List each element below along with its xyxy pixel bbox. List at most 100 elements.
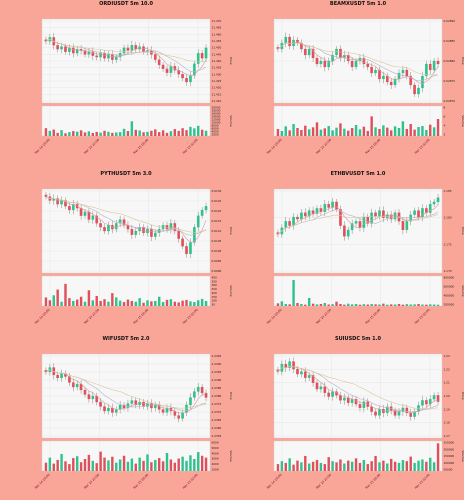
volume-bar — [169, 459, 173, 471]
chart-title: PYTHUSDT 5m 3.0 — [100, 171, 152, 177]
candle-body — [327, 392, 331, 397]
volume-bar — [386, 463, 389, 471]
candle-body — [323, 60, 327, 68]
volume-bar — [134, 463, 137, 471]
volume-bar — [354, 304, 358, 306]
volume-bar — [307, 298, 311, 306]
volume-bar — [154, 301, 157, 306]
volume-bar — [111, 132, 114, 136]
price-tick-label: 11.430 — [212, 72, 222, 76]
volume-bar — [60, 301, 63, 306]
volume-bar — [157, 132, 161, 136]
candle-body — [165, 68, 169, 73]
volume-bar — [99, 132, 102, 136]
candle-body — [122, 404, 126, 409]
volume-bar — [319, 304, 323, 306]
volume-bar — [79, 296, 83, 306]
volume-bar — [126, 299, 130, 306]
price-tick-label: 11.415 — [212, 92, 222, 96]
candle-body — [130, 228, 134, 235]
volume-bar — [429, 124, 432, 136]
volume-bar — [150, 301, 153, 306]
volume-bar — [52, 463, 55, 471]
volume-bar — [331, 304, 334, 306]
volume-bar — [146, 131, 149, 136]
candle-body — [181, 74, 184, 79]
candle-body — [409, 75, 413, 86]
x-tick-label: Mar 15 02:00 — [414, 138, 431, 155]
volume-bar — [296, 460, 299, 471]
candle-body — [421, 75, 424, 89]
candle-body — [181, 238, 184, 247]
volume-bar — [347, 303, 350, 306]
candle-body — [374, 212, 377, 217]
volume-plot-area — [273, 440, 443, 472]
volume-bar — [323, 128, 327, 136]
volume-bar — [72, 131, 75, 136]
candle-body — [99, 53, 102, 58]
candle-body — [91, 51, 95, 56]
x-tick-label: Mar 14 22:00 — [83, 138, 100, 155]
candle-body — [346, 229, 350, 237]
volume-bar — [142, 302, 145, 306]
candle-body — [68, 376, 71, 383]
volume-bar — [370, 304, 373, 306]
volume-tick-label: 200 — [212, 291, 218, 295]
candle-body — [335, 201, 338, 210]
volume-tick-label: 12000 — [212, 118, 221, 122]
volume-bar — [130, 301, 134, 306]
x-tick-label: Mar 15 00:00 — [132, 138, 149, 155]
candle-body — [44, 194, 48, 197]
volume-tick-label: 50000 — [444, 468, 453, 472]
volume-bar — [284, 462, 287, 471]
price-tick-label: 2.2375 — [212, 402, 222, 406]
price-tick-label: 0.02870 — [444, 99, 456, 103]
chart-title: BEAMXUSDT 5m 1.0 — [330, 1, 387, 7]
volume-bar — [350, 304, 354, 306]
volume-bar — [52, 129, 55, 136]
candle-body — [339, 209, 342, 226]
candle-body — [114, 223, 118, 230]
volume-bar — [401, 121, 405, 136]
volume-bar — [118, 132, 122, 136]
x-tick-label: Mar 14 20:00 — [34, 473, 51, 490]
candle-body — [157, 59, 161, 66]
candle-body — [185, 404, 188, 413]
volume-tick-label: 100000 — [444, 461, 455, 465]
chart-panel-6: SUIUSDC 5m 1.0 1.23 1.22 1.21 1.20 1.19 1.18 1.… — [232, 335, 464, 500]
candle-body — [401, 69, 405, 74]
candle-body — [122, 47, 126, 54]
volume-bar — [284, 304, 287, 306]
volume-tick-label: 4 — [444, 124, 446, 128]
volume-bar — [436, 304, 440, 306]
candle-body — [200, 386, 204, 394]
volume-plot-area — [273, 275, 443, 307]
candle-body — [303, 212, 307, 217]
volume-bar — [165, 132, 169, 136]
candle-body — [193, 63, 196, 76]
candle-body — [323, 386, 327, 393]
x-tick-label: Mar 15 00:00 — [132, 308, 149, 325]
moving-average-line-5 — [277, 365, 439, 414]
candle-body — [114, 409, 118, 413]
candle-body — [204, 392, 208, 398]
candle-body — [350, 223, 354, 231]
volume-bar — [107, 301, 110, 306]
candle-body — [436, 197, 440, 203]
price-tick-label: 11.470 — [212, 19, 222, 23]
candle-body — [339, 395, 342, 401]
volume-bar — [154, 129, 157, 136]
volume-bar — [280, 131, 284, 136]
volume-bar — [185, 130, 188, 136]
volume-bar — [185, 299, 188, 306]
price-tick-label: 0.6105 — [212, 239, 222, 243]
volume-bar — [335, 127, 338, 136]
x-tick-label: Mar 15 02:00 — [182, 473, 199, 490]
candle-body — [397, 411, 401, 416]
volume-bar — [304, 125, 307, 136]
volume-tick-label: 100 — [212, 299, 218, 303]
volume-bar — [319, 462, 323, 471]
price-axis-label: Price — [461, 392, 464, 399]
x-tick-label: Mar 15 02:00 — [414, 473, 431, 490]
